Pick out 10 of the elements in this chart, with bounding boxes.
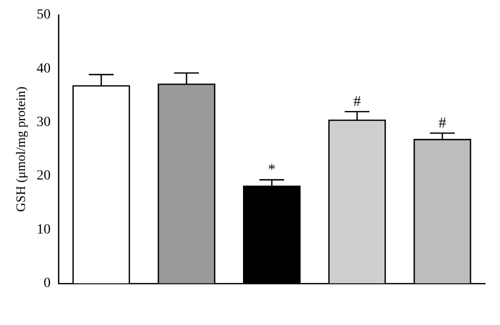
y-tick-label: 50	[36, 8, 51, 23]
y-tick-label: 40	[36, 61, 51, 76]
y-tick-label: 20	[36, 168, 51, 184]
data-label: #	[353, 94, 362, 110]
y-tick-label: 10	[36, 222, 51, 238]
y-tick-label: 30	[36, 115, 51, 130]
data-label: #	[438, 116, 447, 132]
y-tick-label: 0	[44, 276, 51, 292]
y-axis-title: GSH (μmol/mg protein)	[13, 86, 28, 212]
data-label: *	[268, 162, 276, 178]
